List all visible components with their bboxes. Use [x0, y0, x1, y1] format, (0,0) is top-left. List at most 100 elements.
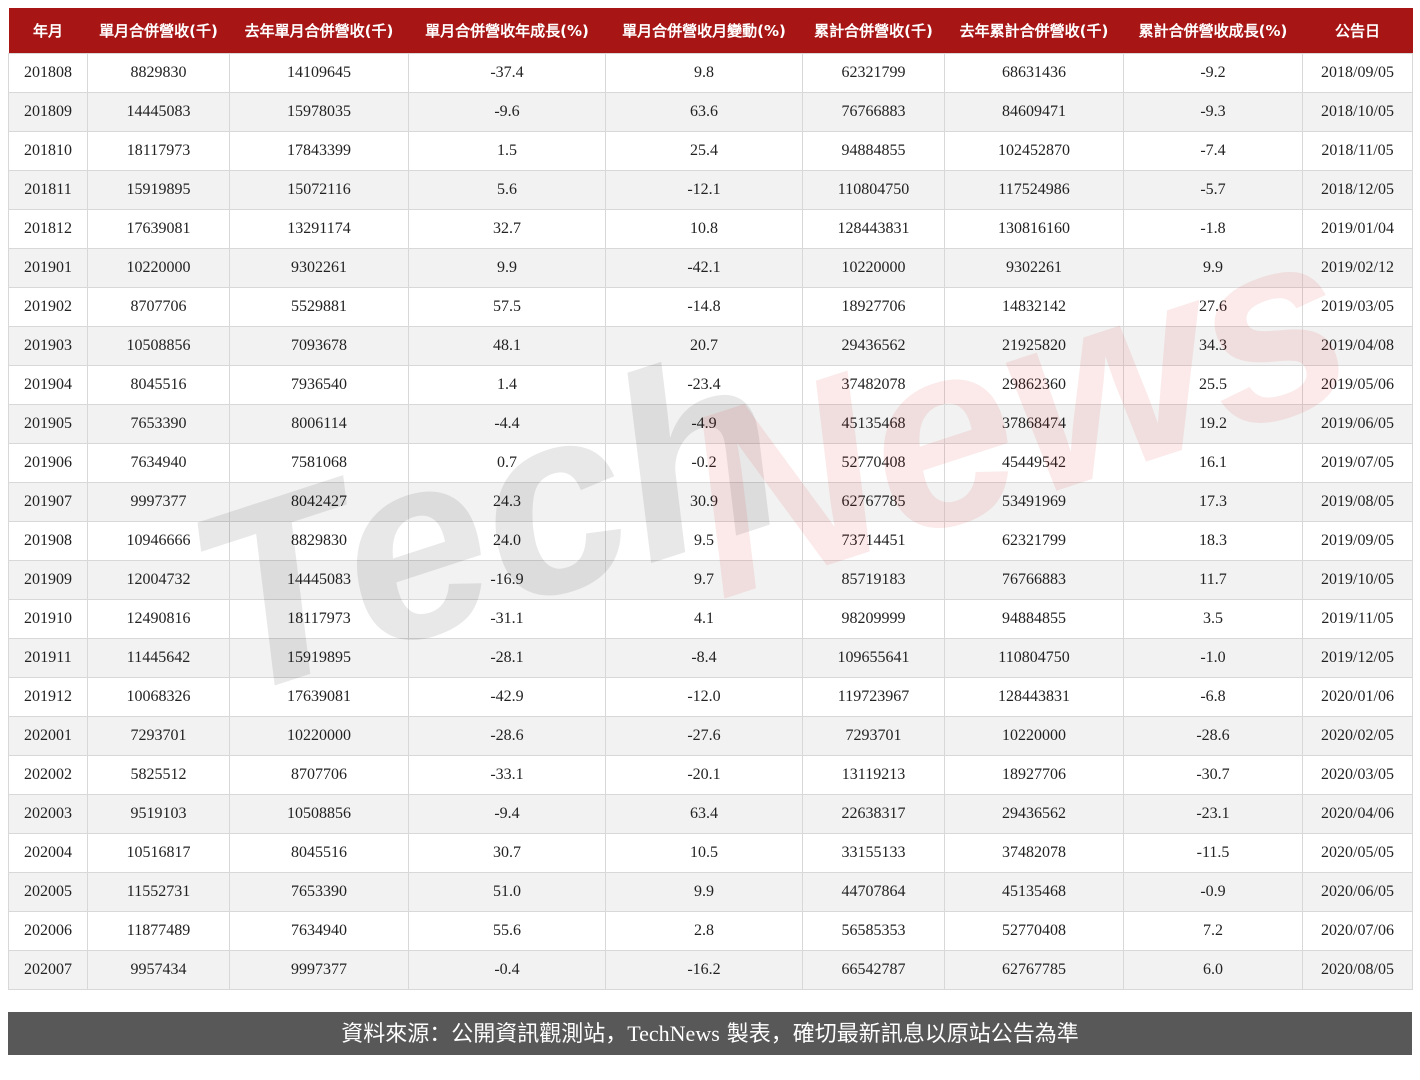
table-cell: 1.4 — [408, 365, 606, 405]
table-row: 201903 10508856 7093678 48.1 20.7 29436562 219… — [8, 326, 1413, 366]
table-cell: 2019/02/12 — [1302, 248, 1413, 288]
table-cell: 201906 — [8, 443, 88, 483]
table-cell: 9.9 — [1123, 248, 1303, 288]
table-cell: 53491969 — [944, 482, 1124, 522]
table-cell: 2018/09/05 — [1302, 53, 1413, 93]
table-row: 202007 9957434 9997377 -0.4 -16.2 66542787 627… — [8, 950, 1413, 990]
table-cell: 2019/08/05 — [1302, 482, 1413, 522]
table-cell: 2020/07/06 — [1302, 911, 1413, 951]
table-cell: 10220000 — [229, 716, 409, 756]
table-cell: 62767785 — [802, 482, 945, 522]
table-cell: 29436562 — [944, 794, 1124, 834]
table-cell: 10.5 — [605, 833, 803, 873]
table-cell: 2018/11/05 — [1302, 131, 1413, 171]
table-cell: 201909 — [8, 560, 88, 600]
table-cell: 10946666 — [87, 521, 230, 561]
table-row: 201912 10068326 17639081 -42.9 -12.0 11972396… — [8, 677, 1413, 717]
footer-note: 製表，確切最新訊息以原站公告為準 — [719, 1022, 1079, 1047]
table-cell: 25.4 — [605, 131, 803, 171]
table-cell: 19.2 — [1123, 404, 1303, 444]
table-cell: 2019/03/05 — [1302, 287, 1413, 327]
table-cell: 76766883 — [802, 92, 945, 132]
table-cell: 202001 — [8, 716, 88, 756]
table-cell: -42.9 — [408, 677, 606, 717]
table-row: 202001 7293701 10220000 -28.6 -27.6 7293701 10… — [8, 716, 1413, 756]
table-cell: 202005 — [8, 872, 88, 912]
table-cell: 2020/03/05 — [1302, 755, 1413, 795]
column-header: 公告日 — [1302, 8, 1413, 54]
table-cell: -4.9 — [605, 404, 803, 444]
table-cell: 30.9 — [605, 482, 803, 522]
table-cell: -30.7 — [1123, 755, 1303, 795]
table-cell: 0.7 — [408, 443, 606, 483]
table-cell: -16.9 — [408, 560, 606, 600]
table-cell: -42.1 — [605, 248, 803, 288]
table-row: 201810 18117973 17843399 1.5 25.4 94884855 102… — [8, 131, 1413, 171]
table-cell: 15919895 — [229, 638, 409, 678]
footer-brand: TechNews — [627, 1021, 720, 1046]
table-cell: 128443831 — [802, 209, 945, 249]
table-cell: -31.1 — [408, 599, 606, 639]
table-row: 201812 17639081 13291174 32.7 10.8 128443831 1… — [8, 209, 1413, 249]
table-cell: -7.4 — [1123, 131, 1303, 171]
table-cell: 63.4 — [605, 794, 803, 834]
table-cell: 22638317 — [802, 794, 945, 834]
table-cell: 34.3 — [1123, 326, 1303, 366]
table-cell: 84609471 — [944, 92, 1124, 132]
table-cell: -9.3 — [1123, 92, 1303, 132]
table-cell: 94884855 — [802, 131, 945, 171]
table-cell: 12490816 — [87, 599, 230, 639]
table-cell: 2019/10/05 — [1302, 560, 1413, 600]
table-cell: -37.4 — [408, 53, 606, 93]
table-cell: 102452870 — [944, 131, 1124, 171]
table-cell: 201908 — [8, 521, 88, 561]
table-cell: 2020/01/06 — [1302, 677, 1413, 717]
table-cell: 11.7 — [1123, 560, 1303, 600]
table-row: 202002 5825512 8707706 -33.1 -20.1 13119213 18… — [8, 755, 1413, 795]
table-cell: 9997377 — [229, 950, 409, 990]
table-cell: 12004732 — [87, 560, 230, 600]
table-cell: 7293701 — [802, 716, 945, 756]
table-cell: 11552731 — [87, 872, 230, 912]
table-cell: 66542787 — [802, 950, 945, 990]
table-cell: 2020/08/05 — [1302, 950, 1413, 990]
table-cell: -9.2 — [1123, 53, 1303, 93]
table-row: 201908 10946666 8829830 24.0 9.5 73714451 6232… — [8, 521, 1413, 561]
table-cell: -8.4 — [605, 638, 803, 678]
table-row: 201910 12490816 18117973 -31.1 4.1 98209999 94… — [8, 599, 1413, 639]
table-cell: 37868474 — [944, 404, 1124, 444]
table-cell: 17639081 — [229, 677, 409, 717]
table-cell: 11445642 — [87, 638, 230, 678]
table-cell: 9.7 — [605, 560, 803, 600]
table-cell: 10516817 — [87, 833, 230, 873]
table-cell: 17843399 — [229, 131, 409, 171]
table-cell: 27.6 — [1123, 287, 1303, 327]
table-cell: 2.8 — [605, 911, 803, 951]
table-row: 202005 11552731 7653390 51.0 9.9 44707864 4513… — [8, 872, 1413, 912]
table-cell: 110804750 — [944, 638, 1124, 678]
table-cell: 9997377 — [87, 482, 230, 522]
table-cell: 201811 — [8, 170, 88, 210]
table-cell: 24.3 — [408, 482, 606, 522]
table-cell: 201904 — [8, 365, 88, 405]
table-cell: 2019/01/04 — [1302, 209, 1413, 249]
column-header: 單月合併營收月變動(%) — [605, 8, 803, 54]
revenue-table: 年月 單月合併營收(千) 去年單月合併營收(千) 單月合併營收年成長(%) 單月合併營收… — [8, 8, 1413, 990]
table-cell: 2020/05/05 — [1302, 833, 1413, 873]
table-cell: 201910 — [8, 599, 88, 639]
table-cell: 201907 — [8, 482, 88, 522]
table-cell: -12.0 — [605, 677, 803, 717]
table-cell: 10.8 — [605, 209, 803, 249]
table-row: 201907 9997377 8042427 24.3 30.9 62767785 5349… — [8, 482, 1413, 522]
table-cell: 8707706 — [87, 287, 230, 327]
table-cell: -23.1 — [1123, 794, 1303, 834]
column-header: 去年單月合併營收(千) — [229, 8, 409, 54]
table-cell: 201911 — [8, 638, 88, 678]
table-row: 202003 9519103 10508856 -9.4 63.4 22638317 294… — [8, 794, 1413, 834]
table-cell: -4.4 — [408, 404, 606, 444]
table-cell: 57.5 — [408, 287, 606, 327]
table-cell: 8829830 — [229, 521, 409, 561]
table-cell: -33.1 — [408, 755, 606, 795]
table-cell: 10508856 — [87, 326, 230, 366]
table-cell: 2019/04/08 — [1302, 326, 1413, 366]
